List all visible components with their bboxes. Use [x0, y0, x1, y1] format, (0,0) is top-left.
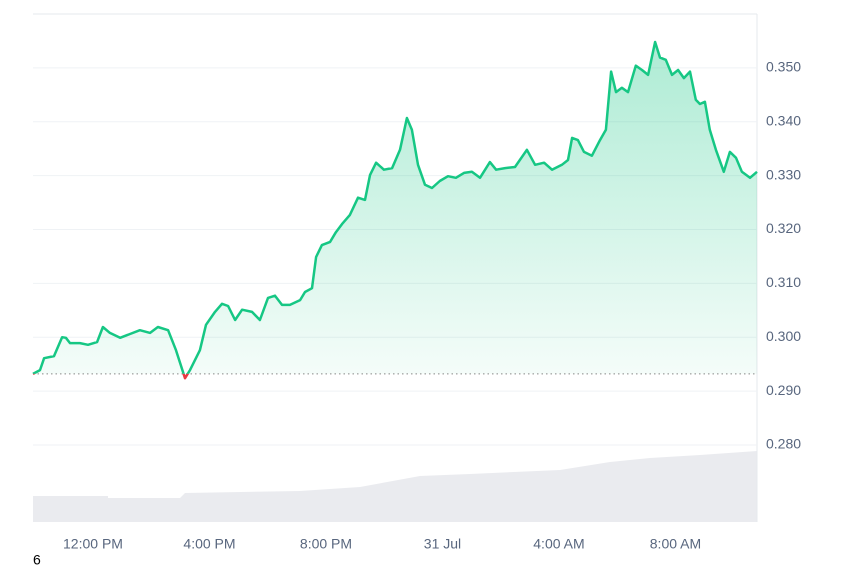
x-tick-label: 12:00 PM [63, 536, 123, 552]
y-tick-label: 0.320 [766, 220, 801, 236]
y-tick-label: 0.290 [766, 382, 801, 398]
y-tick-label: 0.330 [766, 166, 801, 182]
x-tick-label: 8:00 AM [650, 536, 701, 552]
x-tick-label: 4:00 AM [533, 536, 584, 552]
x-tick-label: 8:00 PM [300, 536, 352, 552]
x-tick-label: 31 Jul [424, 536, 461, 552]
x-tick-label: 4:00 PM [183, 536, 235, 552]
volume-area [33, 451, 757, 522]
y-tick-label: 0.340 [766, 112, 801, 128]
price-area [33, 42, 757, 374]
footer-text: 6 [33, 552, 41, 567]
price-line [32, 40, 758, 374]
y-tick-label: 0.350 [766, 59, 801, 75]
y-tick-label: 0.310 [766, 274, 801, 290]
y-tick-label: 0.280 [766, 436, 801, 452]
y-tick-label: 0.300 [766, 328, 801, 344]
